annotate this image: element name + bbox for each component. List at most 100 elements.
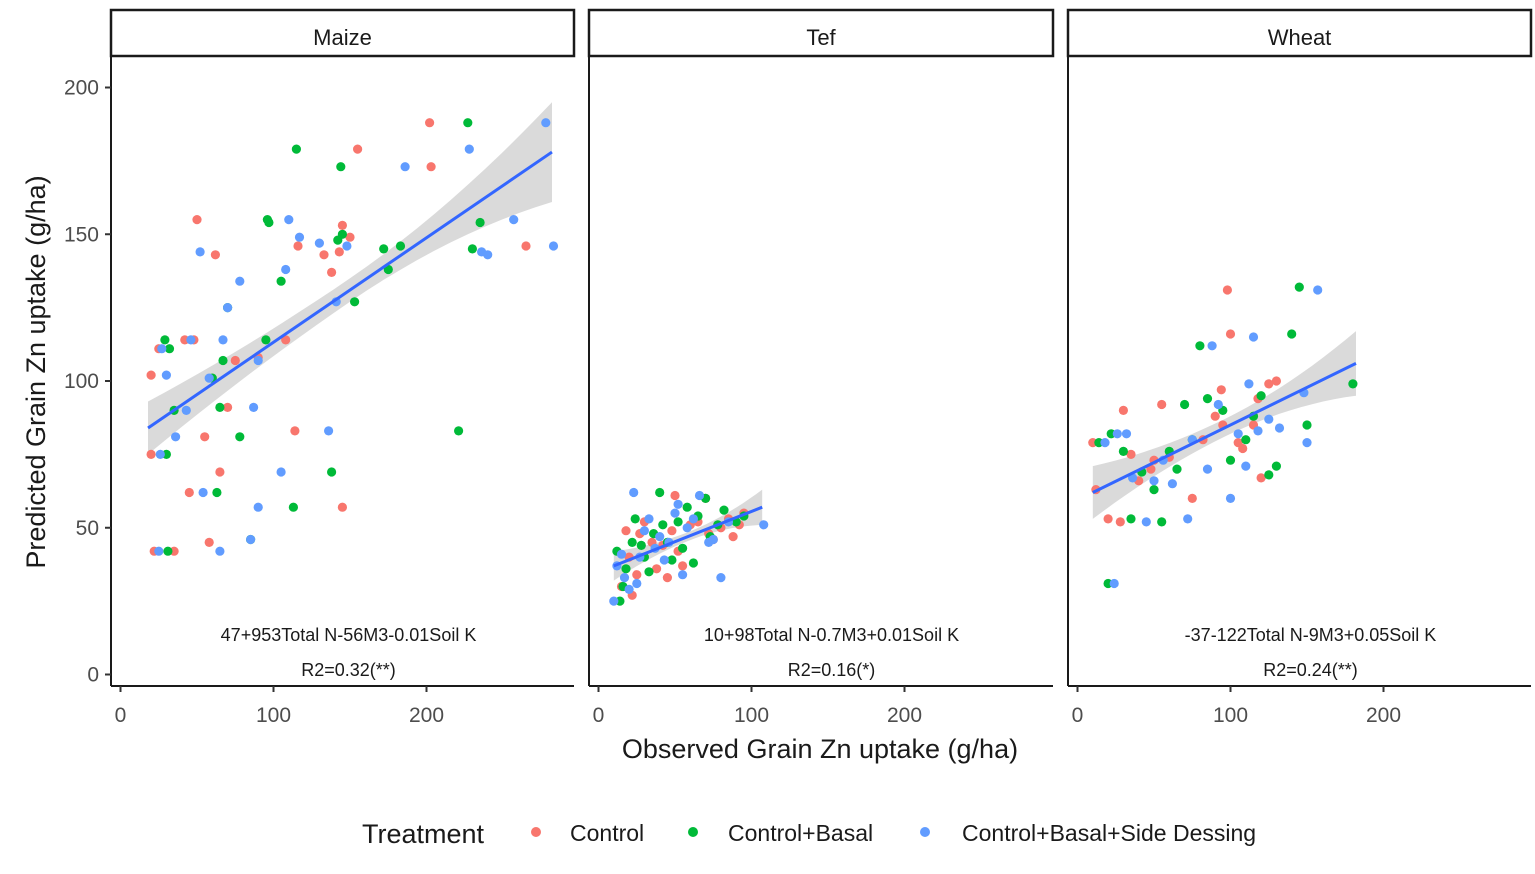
- point-control: [327, 267, 337, 277]
- point-control-basal: [630, 514, 640, 524]
- x-tick-label: 100: [256, 704, 291, 727]
- facet-strip-label: Wheat: [1268, 25, 1332, 50]
- point-control-basal: [327, 467, 337, 477]
- y-tick-label: 0: [87, 664, 99, 687]
- point-control: [1225, 329, 1236, 339]
- point-control-basal-side-dessing: [1213, 399, 1223, 410]
- point-control-basal: [1294, 282, 1304, 292]
- point-control: [1238, 443, 1248, 454]
- y-tick-label: 200: [64, 77, 99, 100]
- point-control-basal: [454, 426, 464, 436]
- point-control-basal-side-dessing: [186, 335, 196, 345]
- point-control-basal-side-dessing: [276, 467, 286, 477]
- point-control-basal: [673, 517, 683, 527]
- point-control-basal: [1287, 329, 1297, 339]
- point-control: [146, 449, 156, 459]
- point-control-basal: [658, 520, 668, 530]
- point-control: [223, 402, 233, 412]
- point-control-basal: [264, 217, 274, 228]
- point-control: [521, 241, 531, 251]
- x-tick-label: 0: [1072, 704, 1084, 727]
- point-control-basal: [1302, 420, 1312, 430]
- point-control-basal: [475, 217, 485, 228]
- panel-maize: Maize 0 50 100 150 200 0 100 200 47+953Total N-56…: [64, 8, 576, 727]
- point-control-basal-side-dessing: [1241, 461, 1251, 471]
- point-control: [210, 250, 220, 260]
- r2-annotation: R2=0.32(**): [301, 660, 396, 680]
- point-control-basal-side-dessing: [509, 215, 519, 225]
- point-control: [728, 532, 738, 542]
- point-control-basal-side-dessing: [284, 215, 294, 225]
- point-control-basal: [621, 564, 631, 574]
- point-control-basal: [655, 487, 665, 498]
- point-control-basal: [1271, 461, 1281, 471]
- point-control-basal-side-dessing: [249, 402, 259, 412]
- x-tick-label: 100: [734, 704, 769, 727]
- point-control-basal: [1241, 435, 1251, 445]
- y-axis-title: Predicted Grain Zn uptake (g/ha): [21, 175, 51, 568]
- point-control-basal-side-dessing: [609, 596, 619, 606]
- point-control-basal-side-dessing: [629, 487, 639, 498]
- point-control: [425, 118, 435, 128]
- point-control-basal: [1264, 470, 1274, 480]
- point-control-basal: [1149, 485, 1159, 495]
- legend-key-control: [531, 827, 541, 837]
- legend-key-control-basal-side-dessing: [920, 827, 930, 837]
- point-control-basal-side-dessing: [624, 584, 634, 595]
- point-control: [200, 432, 210, 442]
- point-control-basal-side-dessing: [632, 578, 642, 589]
- point-control-basal: [288, 502, 298, 512]
- point-control: [281, 335, 291, 345]
- point-control: [1256, 473, 1266, 483]
- point-control-basal: [1118, 446, 1128, 456]
- point-control: [146, 370, 156, 380]
- x-tick-label: 0: [115, 704, 127, 727]
- point-control-basal-side-dessing: [324, 426, 334, 436]
- facet-strip-label: Tef: [806, 25, 836, 50]
- point-control-basal: [163, 546, 173, 556]
- point-control-basal-side-dessing: [1167, 479, 1177, 489]
- point-control-basal-side-dessing: [1302, 438, 1312, 448]
- point-control-basal: [667, 555, 677, 565]
- point-control-basal-side-dessing: [400, 162, 410, 172]
- point-control-basal: [1348, 379, 1358, 389]
- point-control-basal-side-dessing: [223, 303, 233, 313]
- point-control-basal-side-dessing: [204, 373, 214, 383]
- point-control-basal: [644, 567, 654, 577]
- point-control-basal: [215, 402, 225, 412]
- panel-tef: Tef 0 100 200 10+98Total N-0.7M3+0.01Soil K R…: [587, 8, 1055, 727]
- confidence-band: [148, 102, 552, 455]
- point-control: [1271, 376, 1281, 386]
- x-tick-label: 100: [1213, 704, 1248, 727]
- point-control: [319, 250, 329, 260]
- point-control-basal-side-dessing: [215, 546, 225, 556]
- point-control-basal-side-dessing: [1109, 578, 1119, 589]
- point-control-basal-side-dessing: [688, 514, 699, 524]
- point-control-basal-side-dessing: [673, 499, 683, 509]
- point-control-basal-side-dessing: [759, 520, 769, 530]
- point-control: [1157, 399, 1167, 410]
- point-control: [290, 426, 300, 436]
- point-control: [632, 570, 642, 580]
- point-control-basal: [160, 335, 170, 345]
- legend-label-control: Control: [570, 820, 644, 846]
- regression-line: [613, 505, 763, 568]
- point-control-basal-side-dessing: [281, 264, 291, 275]
- point-control-basal-side-dessing: [218, 335, 228, 345]
- point-control-basal-side-dessing: [655, 532, 665, 542]
- point-control-basal-side-dessing: [342, 241, 352, 251]
- point-control-basal-side-dessing: [678, 570, 688, 580]
- point-control-basal-side-dessing: [670, 508, 680, 518]
- point-control-basal-side-dessing: [464, 144, 474, 154]
- point-control-basal: [688, 558, 699, 568]
- point-control-basal-side-dessing: [1112, 429, 1122, 439]
- x-tick-label: 200: [887, 704, 922, 727]
- point-control: [230, 355, 240, 366]
- point-control-basal: [1126, 514, 1136, 524]
- point-control: [215, 467, 225, 477]
- point-control: [337, 502, 347, 512]
- x-tick-label: 200: [1366, 704, 1401, 727]
- point-control: [1210, 411, 1220, 421]
- point-control-basal-side-dessing: [1225, 493, 1236, 503]
- equation-annotation: 10+98Total N-0.7M3+0.01Soil K: [704, 625, 959, 645]
